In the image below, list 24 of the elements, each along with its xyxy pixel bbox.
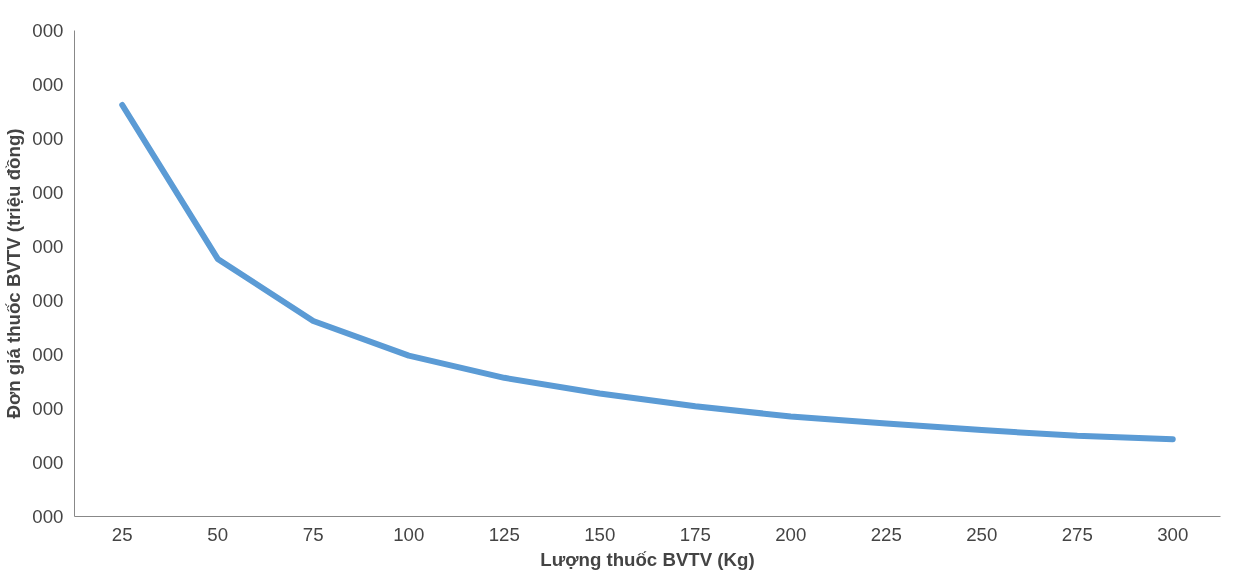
x-tick-label: 150 [584,523,616,545]
x-tick-label: 300 [1157,523,1189,545]
text: 000 [32,452,64,473]
x-tick-label: 100 [393,523,425,545]
x-tick-label: 75 [302,523,324,545]
text: 000 [32,182,64,203]
x-tick-label: 275 [1061,523,1093,545]
text: 000 [32,398,64,419]
x-axis-title: Lượng thuốc BVTV (Kg) [540,548,755,570]
text: 000 [32,20,64,41]
text: 000 [32,290,64,311]
text: 000 [32,236,64,257]
y-axis-title: Đơn giá thuốc BVTV (triệu đồng) [3,128,25,419]
x-tick-label: 175 [679,523,711,545]
text: 000 [32,128,64,149]
x-tick-label: 50 [207,523,229,545]
text: 000 [32,506,64,527]
x-tick-label: 25 [111,523,133,545]
x-tick-label: 125 [488,523,520,545]
x-tick-label: 225 [870,523,902,545]
text: 000 [32,344,64,365]
x-tick-label: 200 [775,523,807,545]
x-tick-label: 250 [966,523,998,545]
text: 000 [32,74,64,95]
